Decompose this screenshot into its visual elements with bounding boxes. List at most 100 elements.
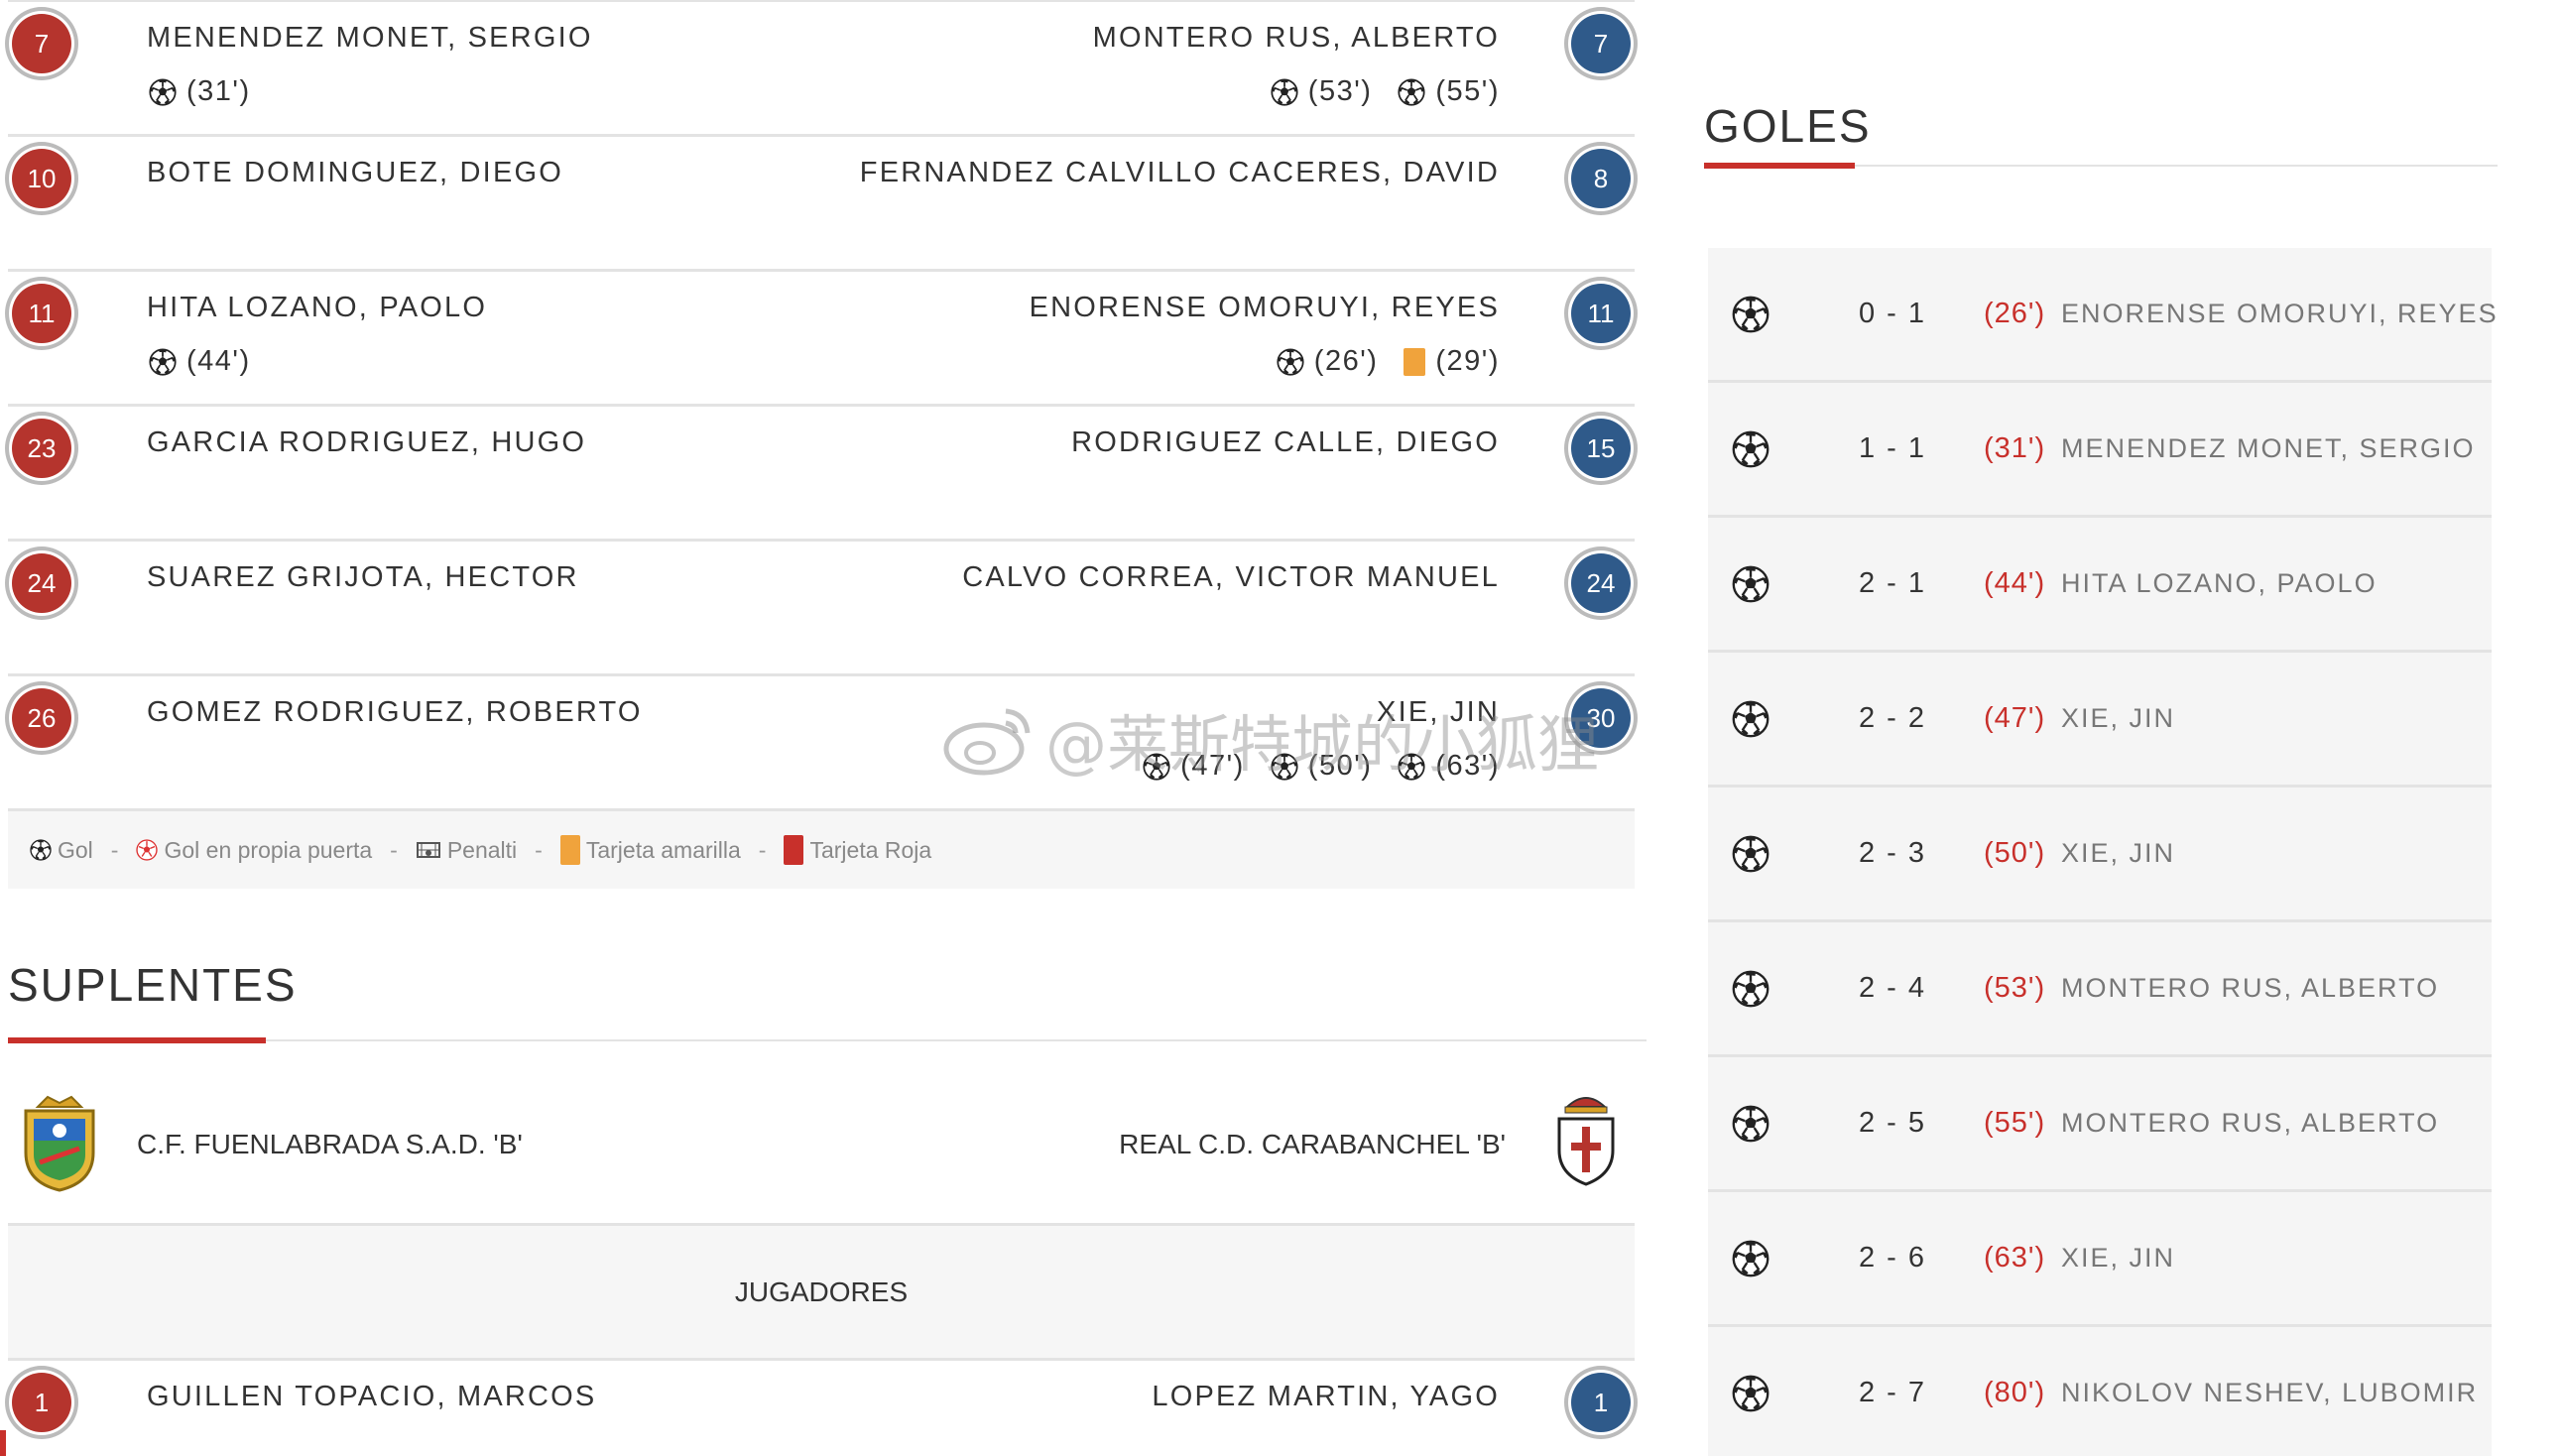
event-item: (55')	[1398, 75, 1500, 108]
goal-scorer[interactable]: MONTERO RUS, ALBERTO	[2061, 1108, 2440, 1138]
goal-row[interactable]: 0 - 1 (26') ENORENSE OMORUYI, REYES	[1708, 248, 2497, 383]
home-player-name[interactable]: GUILLEN TOPACIO, MARCOS	[147, 1381, 597, 1412]
lineup-column: 7 MENENDEZ MONET, SERGIO MONTERO RUS, ALBE…	[8, 0, 1647, 1450]
player-row[interactable]: 24 SUAREZ GRIJOTA, HECTOR CALVO CORREA, VI…	[8, 542, 1635, 676]
sub-player-row[interactable]: 1 GUILLEN TOPACIO, MARCOS LOPEZ MARTIN, …	[8, 1361, 1635, 1450]
home-player-number: 7	[12, 14, 71, 73]
legend-yellow-label: Tarjeta amarilla	[585, 836, 741, 863]
suplentes-title: SUPLENTES	[8, 959, 298, 1011]
away-team-name[interactable]: REAL C.D. CARABANCHEL 'B'	[1119, 1129, 1506, 1159]
away-player-number: 11	[1571, 284, 1631, 343]
goles-divider	[1704, 165, 2498, 167]
home-events: (44')	[149, 345, 251, 378]
away-player-name[interactable]: FERNANDEZ CALVILLO CACERES, DAVID	[859, 157, 1500, 188]
event-item: (53')	[1271, 75, 1373, 108]
event-minute: (31')	[186, 75, 251, 107]
goal-minute: (50')	[1984, 837, 2046, 869]
event-item: (63')	[1398, 750, 1500, 783]
goal-scorer[interactable]: NIKOLOV NESHEV, LUBOMIR	[2061, 1378, 2479, 1407]
home-player-number: 11	[12, 284, 71, 343]
legend-penalty-label: Penalti	[446, 836, 518, 863]
home-player-name[interactable]: MENENDEZ MONET, SERGIO	[147, 22, 593, 54]
goles-title: GOLES	[1704, 100, 1872, 152]
goal-score: 2 - 3	[1858, 837, 1927, 869]
goal-row[interactable]: 1 - 1 (31') MENENDEZ MONET, SERGIO	[1708, 383, 2492, 518]
legend-yellow-card: Tarjeta amarilla	[559, 835, 741, 865]
event-minute: (53')	[1307, 75, 1373, 107]
goal-score: 2 - 7	[1858, 1377, 1927, 1408]
goal-minute: (31')	[1984, 432, 2046, 464]
home-team-name[interactable]: C.F. FUENLABRADA S.A.D. 'B'	[137, 1129, 523, 1159]
watermark-text: @莱斯特城的小狐狸	[1045, 708, 1600, 781]
home-player-name[interactable]: SUAREZ GRIJOTA, HECTOR	[147, 561, 579, 593]
goal-score: 2 - 5	[1858, 1107, 1927, 1139]
soccer-ball-icon	[1732, 835, 1770, 873]
home-player-number: 24	[12, 553, 71, 613]
carabanchel-crest-icon[interactable]	[1553, 1087, 1619, 1186]
away-player-name[interactable]: ENORENSE OMORUYI, REYES	[1029, 292, 1500, 323]
home-player-name[interactable]: HITA LOZANO, PAOLO	[147, 292, 488, 323]
goal-score: 0 - 1	[1858, 298, 1927, 329]
goal-scorer[interactable]: XIE, JIN	[2061, 1243, 2176, 1273]
goal-scorer[interactable]: MENENDEZ MONET, SERGIO	[2061, 433, 2476, 463]
home-player-name[interactable]: BOTE DOMINGUEZ, DIEGO	[147, 157, 563, 188]
away-player-name[interactable]: CALVO CORREA, VICTOR MANUEL	[962, 561, 1500, 593]
home-player-number: 23	[12, 419, 71, 478]
event-item: (29')	[1404, 345, 1500, 378]
soccer-ball-icon	[1398, 78, 1425, 106]
goles-accent-bar	[1704, 163, 1855, 169]
home-player-name[interactable]: GARCIA RODRIGUEZ, HUGO	[147, 426, 587, 458]
soccer-ball-icon	[30, 839, 52, 861]
suplentes-header: SUPLENTES	[8, 958, 1647, 1047]
goal-scorer[interactable]: XIE, JIN	[2061, 703, 2176, 733]
goal-row[interactable]: 2 - 2 (47') XIE, JIN	[1708, 653, 2492, 788]
soccer-ball-icon	[1732, 565, 1770, 603]
goal-row[interactable]: 2 - 7 (80') NIKOLOV NESHEV, LUBOMIR	[1708, 1327, 2492, 1456]
soccer-ball-icon	[149, 78, 177, 106]
player-row[interactable]: 11 HITA LOZANO, PAOLO ENORENSE OMORUYI, RE…	[8, 272, 1635, 407]
penalty-icon	[416, 842, 440, 858]
weibo-logo-icon	[943, 708, 1031, 776]
goal-scorer[interactable]: ENORENSE OMORUYI, REYES	[2061, 299, 2499, 328]
goal-scorer[interactable]: MONTERO RUS, ALBERTO	[2061, 973, 2440, 1003]
soccer-ball-icon	[149, 348, 177, 376]
away-player-name[interactable]: XIE, JIN	[1377, 696, 1500, 728]
goal-minute: (55')	[1984, 1107, 2046, 1139]
player-row[interactable]: 7 MENENDEZ MONET, SERGIO MONTERO RUS, ALBE…	[8, 2, 1635, 137]
away-player-name[interactable]: RODRIGUEZ CALLE, DIEGO	[1071, 426, 1500, 458]
away-player-name[interactable]: LOPEZ MARTIN, YAGO	[1152, 1381, 1500, 1412]
teams-row: C.F. FUENLABRADA S.A.D. 'B' REAL C.D. CA…	[8, 1047, 1635, 1226]
event-minute: (26')	[1313, 345, 1379, 377]
goal-scorer[interactable]: XIE, JIN	[2061, 838, 2176, 868]
legend-own-goal: Gol en propia puerta	[136, 837, 372, 864]
yellow-card-icon	[559, 835, 580, 865]
goal-row[interactable]: 2 - 4 (53') MONTERO RUS, ALBERTO	[1708, 922, 2492, 1057]
player-row[interactable]: 10 BOTE DOMINGUEZ, DIEGO FERNANDEZ CALVILL…	[8, 137, 1635, 272]
goal-row[interactable]: 2 - 6 (63') XIE, JIN	[1708, 1192, 2492, 1327]
player-row[interactable]: 23 GARCIA RODRIGUEZ, HUGO RODRIGUEZ CALLE,…	[8, 407, 1635, 542]
goals-list: 0 - 1 (26') ENORENSE OMORUYI, REYES 1 - 1 (3…	[1708, 248, 2497, 1456]
event-item: (50')	[1271, 750, 1373, 783]
home-player-name[interactable]: GOMEZ RODRIGUEZ, ROBERTO	[147, 696, 643, 728]
home-player-number: 1	[12, 1373, 71, 1432]
event-item: (44')	[149, 345, 251, 378]
soccer-ball-icon	[1732, 970, 1770, 1008]
away-player-number: 1	[1571, 1373, 1631, 1432]
header-divider	[8, 1039, 1647, 1041]
away-player-number: 24	[1571, 553, 1631, 613]
away-player-name[interactable]: MONTERO RUS, ALBERTO	[1092, 22, 1500, 54]
goal-row[interactable]: 2 - 1 (44') HITA LOZANO, PAOLO	[1708, 518, 2492, 653]
yellow-card-icon	[1404, 347, 1426, 376]
watermark: @莱斯特城的小狐狸	[940, 694, 1599, 784]
fuenlabrada-crest-icon[interactable]	[18, 1093, 101, 1192]
event-minute: (63')	[1435, 750, 1500, 782]
legend-own-goal-label: Gol en propia puerta	[164, 836, 373, 863]
event-minute: (47')	[1180, 750, 1245, 782]
player-row[interactable]: 26 GOMEZ RODRIGUEZ, ROBERTO XIE, JIN 30 (47'…	[8, 676, 1635, 811]
goal-minute: (63')	[1984, 1242, 2046, 1274]
soccer-ball-icon	[1732, 430, 1770, 468]
goal-row[interactable]: 2 - 3 (50') XIE, JIN	[1708, 788, 2492, 922]
goal-scorer[interactable]: HITA LOZANO, PAOLO	[2061, 568, 2378, 598]
goal-row[interactable]: 2 - 5 (55') MONTERO RUS, ALBERTO	[1708, 1057, 2492, 1192]
jugadores-header: JUGADORES	[8, 1226, 1635, 1361]
